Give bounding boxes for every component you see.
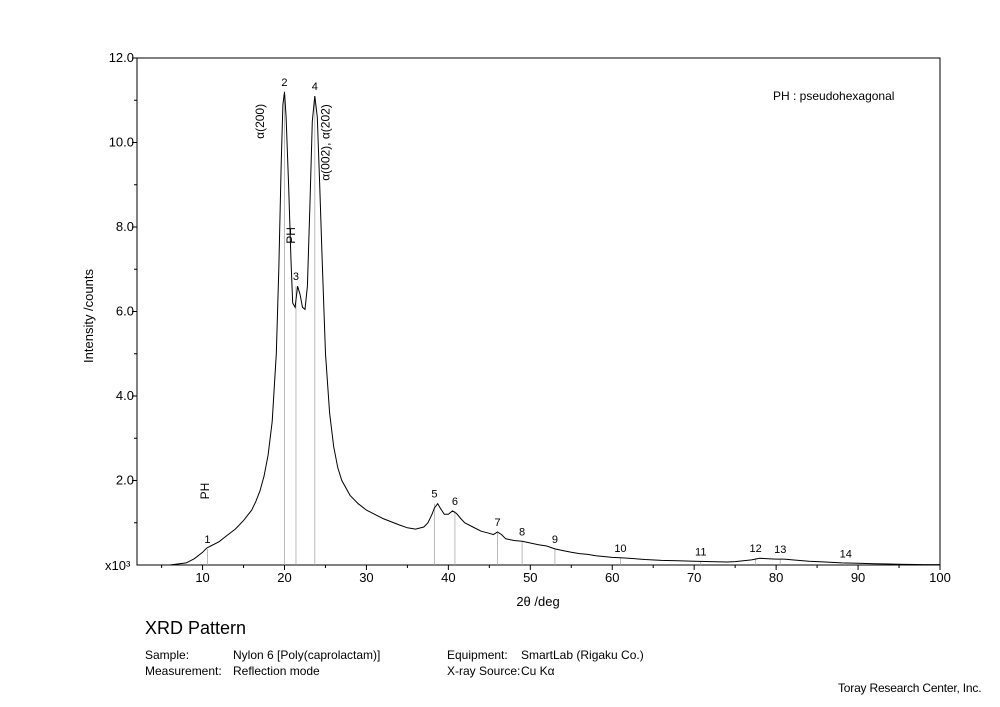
peak-label: 3 bbox=[293, 271, 299, 283]
series-line bbox=[137, 91, 940, 566]
x-axis-label: 2θ /deg bbox=[516, 594, 559, 609]
peak-label: 13 bbox=[774, 544, 786, 556]
source-value: Cu Kα bbox=[521, 664, 555, 678]
company-logo: Toray Research Center, Inc. bbox=[838, 681, 982, 695]
legend-note: PH : pseudohexagonal bbox=[773, 89, 894, 103]
y-axis-label: Intensity /counts bbox=[81, 269, 96, 363]
report-title: XRD Pattern bbox=[145, 618, 247, 638]
peak-annotation: α(002), α(202) bbox=[319, 104, 333, 181]
equipment-label: Equipment: bbox=[447, 648, 508, 662]
peak-annotation: α(200) bbox=[253, 104, 267, 139]
y-tick-label: 8.0 bbox=[116, 219, 134, 234]
peak-label: 11 bbox=[695, 547, 706, 559]
source-label: X-ray Source: bbox=[447, 664, 521, 678]
peak-annotation: PH bbox=[284, 227, 298, 244]
x-tick-label: 10 bbox=[195, 570, 209, 585]
x-tick-label: 80 bbox=[769, 570, 783, 585]
peak-label: 8 bbox=[519, 526, 525, 538]
x-tick-label: 70 bbox=[687, 570, 701, 585]
x-tick-label: 60 bbox=[605, 570, 619, 585]
xrd-chart: 10 20 30 40 50 60 70 80 90 100 2.04.06.08.010.012… bbox=[81, 50, 951, 609]
peak-marker-lines bbox=[207, 91, 847, 565]
x-tick-label: 20 bbox=[277, 570, 291, 585]
x-tick-label: 50 bbox=[523, 570, 537, 585]
measurement-value: Reflection mode bbox=[233, 664, 320, 678]
y-tick-label: 6.0 bbox=[116, 304, 134, 319]
sample-value: Nylon 6 [Poly(caprolactam)] bbox=[233, 648, 381, 662]
x-tick-label: 40 bbox=[441, 570, 455, 585]
y-tick-label: 10.0 bbox=[109, 135, 134, 150]
peak-label: 6 bbox=[452, 496, 458, 508]
peak-label: 2 bbox=[281, 77, 287, 89]
y-tick-label: 12.0 bbox=[109, 50, 134, 65]
sample-info: Sample: Nylon 6 [Poly(caprolactam)] Measu… bbox=[145, 647, 380, 679]
peak-label: 7 bbox=[494, 517, 500, 529]
annotations: PH α(200) PH α(002), α(202) bbox=[198, 104, 332, 500]
measurement-label: Measurement: bbox=[145, 664, 222, 678]
peak-label: 5 bbox=[431, 489, 437, 501]
peak-label: 9 bbox=[552, 534, 558, 546]
equipment-info: Equipment: SmartLab (Rigaku Co.) X-ray So… bbox=[447, 647, 644, 679]
peak-label: 4 bbox=[312, 81, 318, 93]
sample-label: Sample: bbox=[145, 648, 190, 662]
peak-label: 10 bbox=[614, 543, 626, 555]
peak-label: 1 bbox=[204, 534, 210, 546]
y-axis: 2.0 4.0 6.0 8.0 10.0 12.0 bbox=[109, 50, 137, 524]
x-tick-label: 100 bbox=[929, 570, 951, 585]
x-axis: 10 20 30 40 50 60 70 80 90 100 bbox=[161, 565, 951, 585]
x-tick-label: 30 bbox=[359, 570, 373, 585]
equipment-value: SmartLab (Rigaku Co.) bbox=[521, 648, 644, 662]
y-tick-label: 4.0 bbox=[116, 388, 134, 403]
y-tick-label: 2.0 bbox=[116, 473, 134, 488]
x-tick-label: 90 bbox=[851, 570, 865, 585]
peak-label: 14 bbox=[840, 548, 852, 560]
peak-annotation: PH bbox=[198, 483, 212, 500]
y-multiplier-label: x10³ bbox=[105, 558, 131, 573]
peak-label: 12 bbox=[750, 543, 762, 555]
